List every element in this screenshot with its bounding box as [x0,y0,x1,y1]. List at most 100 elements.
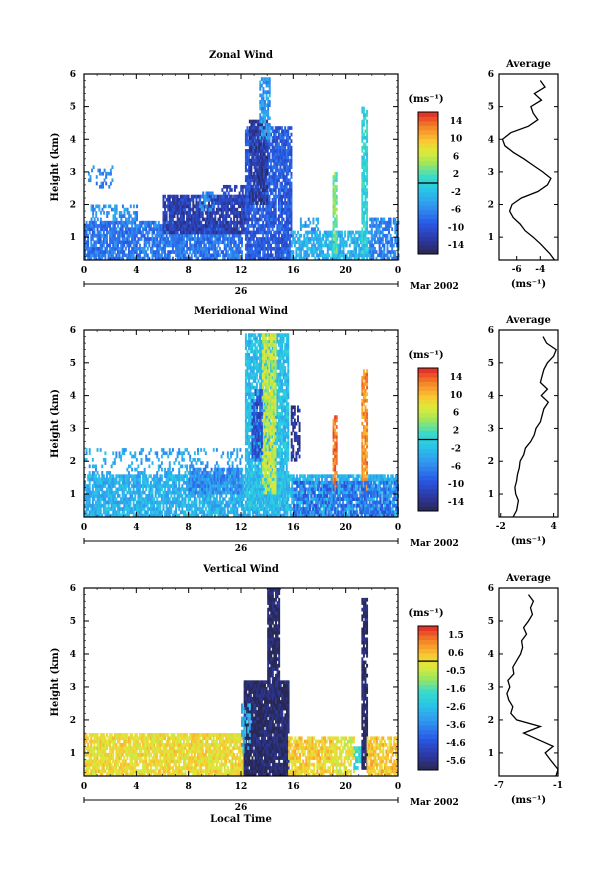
heatmap-cell [226,253,229,258]
heatmap-cell [366,171,369,176]
heatmap-cell [110,230,113,235]
heatmap-cell [160,497,163,501]
heatmap-cell [279,194,282,199]
heatmap-cell [99,507,102,511]
heatmap-cell [145,250,148,254]
heatmap-cell [211,211,214,215]
heatmap-cell [314,230,317,235]
heatmap-cell [252,227,255,232]
heatmap-cell [178,500,181,505]
heatmap-cell [203,243,206,248]
heatmap-cell [273,246,276,251]
heatmap-cell [259,93,262,98]
heatmap-cell [146,224,149,228]
heatmap-cell [268,224,271,228]
heatmap-cell [233,204,236,209]
colorbar-segment [418,222,438,228]
heatmap-cell [361,240,364,245]
heatmap-cell [203,240,206,245]
heatmap-cell [255,204,258,209]
heatmap-cell [281,126,284,130]
heatmap-cell [332,237,335,241]
heatmap-cell [187,507,190,511]
heatmap-cell [217,198,220,202]
heatmap-cell [171,220,174,225]
heatmap-cell [94,233,97,238]
heatmap-cell [235,194,238,199]
heatmap-cell [179,224,182,228]
heatmap-cell [192,207,195,212]
heatmap-cell [124,477,127,482]
heatmap-cell [234,211,237,215]
heatmap-cell [178,227,181,232]
heatmap-cell [251,188,254,192]
heatmap-cell [197,207,200,212]
heatmap-cell [307,237,310,241]
heatmap-cell [193,211,196,215]
heatmap-cell [214,503,217,508]
heatmap-cell [318,246,321,251]
heatmap-cell [182,513,185,518]
heatmap-cell [236,224,239,228]
heatmap-cell [332,246,335,251]
heatmap-cell [223,253,226,258]
heatmap-cell [252,240,255,245]
heatmap-cell [234,227,237,232]
heatmap-cell [91,477,94,482]
heatmap-cell [284,227,287,232]
heatmap-cell [332,184,335,189]
heatmap-cell [271,246,274,251]
heatmap-cell [242,211,245,215]
heatmap-cell [209,233,212,238]
heatmap-cell [254,211,257,215]
heatmap-cell [233,184,236,189]
heatmap-cell [138,230,141,235]
heatmap-cell [115,243,118,248]
colorbar-segment [418,112,438,117]
heatmap-cell [113,230,116,235]
heatmap-cell [239,240,242,245]
heatmap-cell [222,227,225,232]
heatmap-cell [171,194,174,199]
heatmap-cell [208,230,210,235]
heatmap-cell [151,253,154,258]
heatmap-cell [392,217,395,222]
heatmap-cell [271,145,274,150]
heatmap-cell [105,487,108,492]
heatmap-cell [329,233,332,238]
heatmap-cell [85,487,88,492]
heatmap-cell [244,188,247,192]
heatmap-cell [389,217,392,222]
heatmap-cell [145,510,148,515]
heatmap-cell [277,152,280,156]
heatmap-cell [88,253,91,258]
heatmap-cell [164,256,167,261]
heatmap-cell [281,181,284,186]
heatmap-cell [366,211,369,215]
heatmap-cell [123,253,126,258]
heatmap-cell [187,204,190,209]
heatmap-cell [246,233,249,238]
heatmap-cell [248,175,251,179]
heatmap-cell [209,237,212,241]
heatmap-cell [364,253,367,258]
heatmap-cell [96,480,99,485]
heatmap-cell [121,513,124,518]
heatmap-cell [170,217,173,222]
heatmap-cell [255,211,258,215]
heatmap-cell [298,243,301,248]
heatmap-cell [131,507,134,511]
heatmap-cell [262,90,265,94]
heatmap-cell [230,201,233,205]
heatmap-cell [389,253,392,258]
heatmap-cell [109,487,112,492]
heatmap-cell [350,250,353,254]
heatmap-cell [129,250,132,254]
heatmap-cell [154,233,157,238]
heatmap-cell [186,243,189,248]
heatmap-cell [241,207,243,212]
heatmap-cell [121,480,124,485]
heatmap-cell [200,494,203,498]
heatmap-cell [251,224,254,228]
heatmap-cell [91,250,94,254]
